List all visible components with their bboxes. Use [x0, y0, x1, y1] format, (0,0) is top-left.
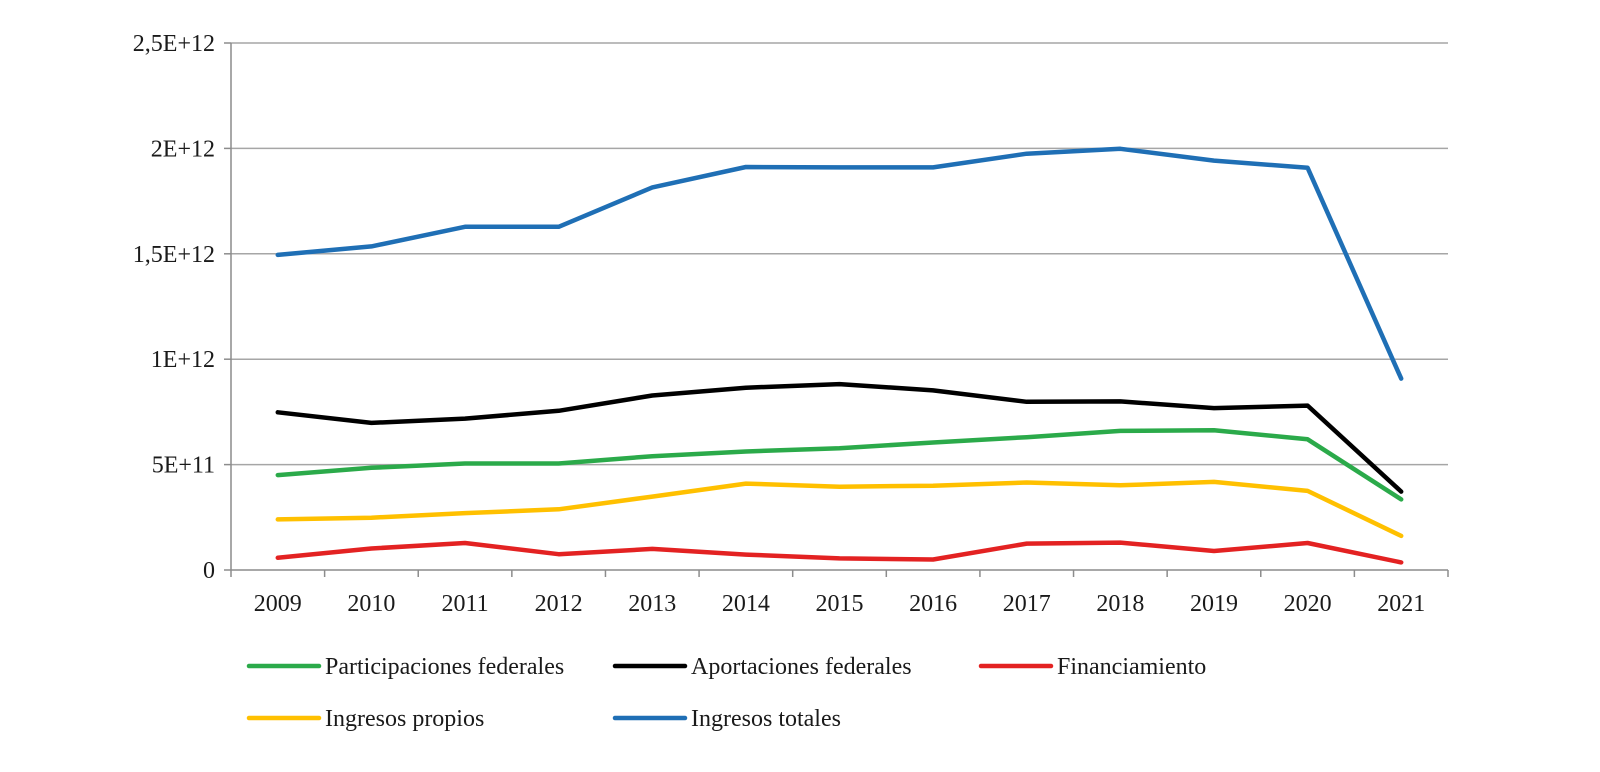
y-axis-tick-labels: 0 5E+11 1E+12 1,5E+12 2E+12 2,5E+12 [133, 31, 215, 584]
x-tick-label: 2009 [254, 591, 302, 617]
legend-label: Ingresos propios [325, 706, 484, 732]
y-tick-label: 2E+12 [151, 136, 215, 162]
y-tick-label: 1E+12 [151, 347, 215, 373]
legend-item: Participaciones federales [246, 654, 564, 680]
x-tick-label: 2013 [628, 591, 676, 617]
legend-label: Ingresos totales [691, 706, 841, 732]
legend-label: Aportaciones federales [691, 654, 912, 680]
x-axis-tick-labels: 2009 2010 2011 2012 2013 2014 2015 2016 2017 2018… [254, 591, 1425, 617]
legend-item: Financiamiento [978, 654, 1206, 680]
legend-label: Participaciones federales [325, 654, 564, 680]
x-tick-label: 2011 [441, 591, 488, 617]
x-tick-label: 2019 [1190, 591, 1238, 617]
x-tick-label: 2020 [1284, 591, 1332, 617]
legend-item: Ingresos totales [612, 706, 841, 732]
series-line-3 [275, 479, 1404, 539]
series-lines [275, 146, 1404, 565]
series-line-4 [275, 146, 1404, 381]
y-tick-label: 2,5E+12 [133, 31, 215, 57]
x-tick-label: 2012 [535, 591, 583, 617]
legend: Participaciones federales Aportaciones fe… [246, 654, 1206, 732]
gridlines [231, 42, 1448, 466]
x-tick-label: 2014 [722, 591, 770, 617]
legend-item: Ingresos propios [246, 706, 484, 732]
x-tick-label: 2021 [1377, 591, 1425, 617]
y-tick-label: 0 [203, 558, 215, 584]
y-tick-label: 1,5E+12 [133, 242, 215, 268]
series-line-2 [275, 540, 1404, 565]
x-tick-label: 2017 [1003, 591, 1051, 617]
y-tick-label: 5E+11 [152, 453, 215, 479]
axes [224, 42, 1449, 577]
x-tick-label: 2010 [347, 591, 395, 617]
legend-item: Aportaciones federales [612, 654, 912, 680]
x-tick-label: 2015 [816, 591, 864, 617]
series-line-1 [275, 381, 1404, 494]
x-tick-label: 2016 [909, 591, 957, 617]
series-line-0 [275, 427, 1404, 502]
legend-label: Financiamiento [1057, 654, 1206, 680]
x-tick-label: 2018 [1096, 591, 1144, 617]
